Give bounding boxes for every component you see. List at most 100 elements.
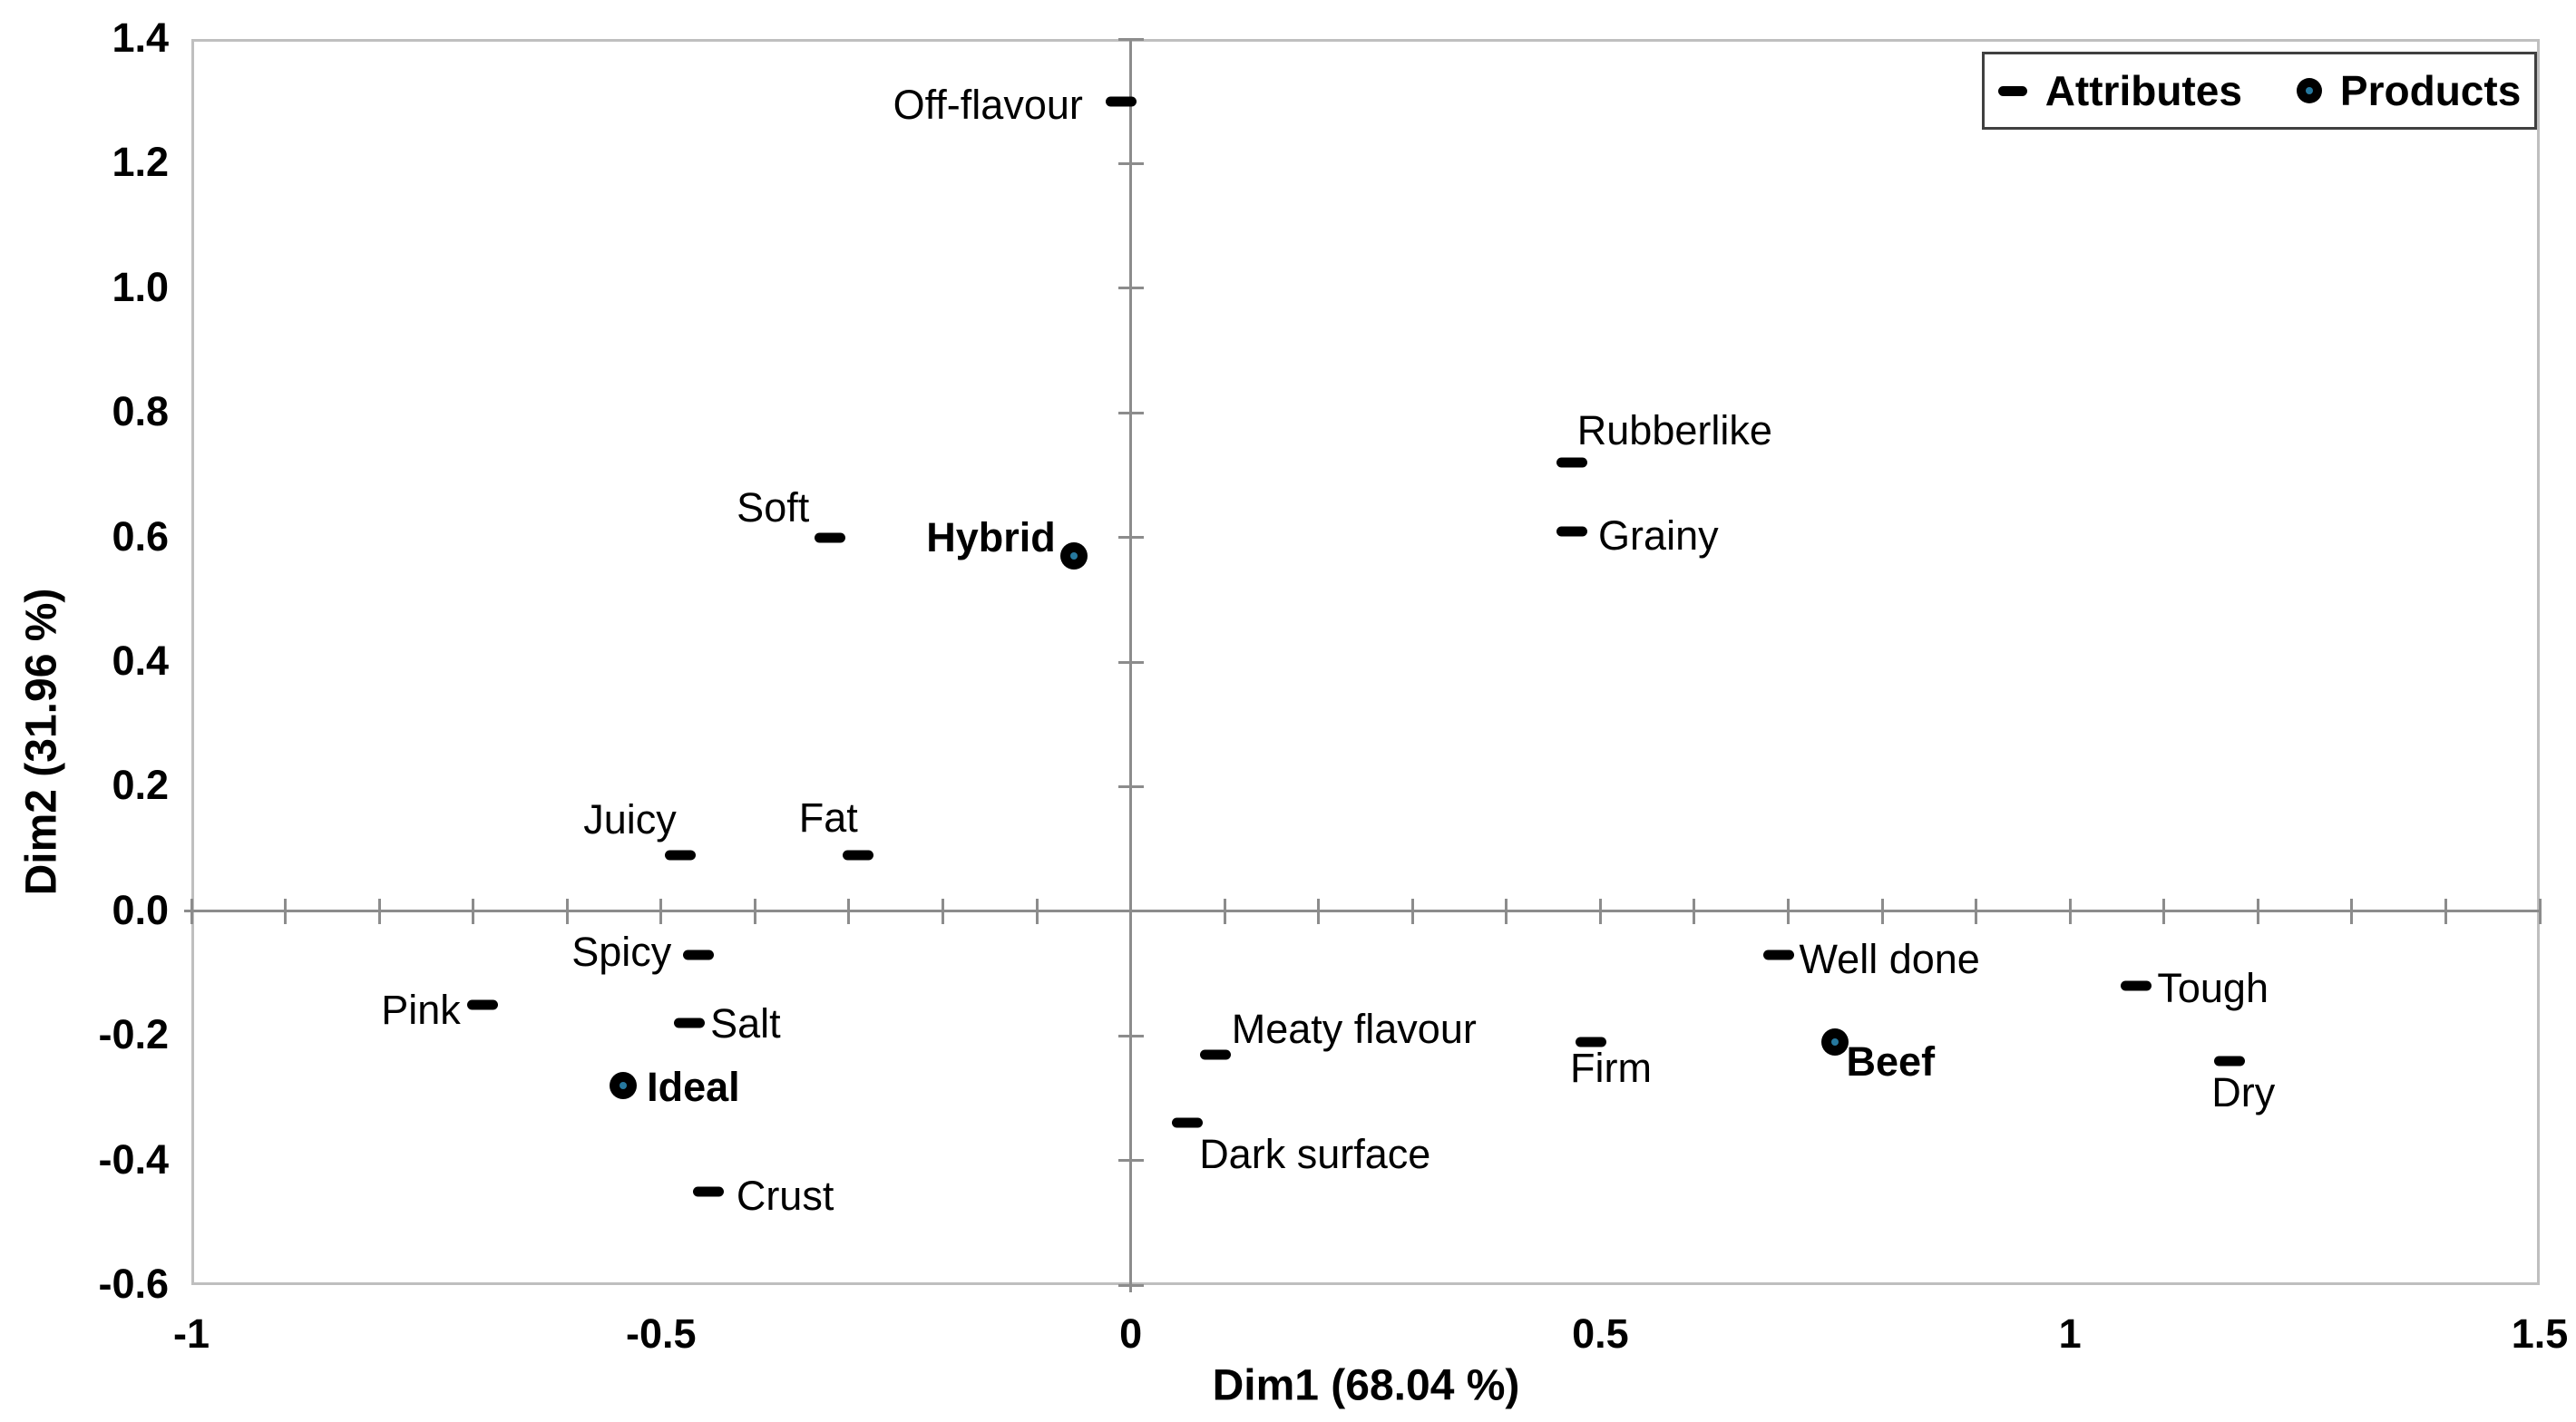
x-minor-tick bbox=[1035, 898, 1039, 924]
data-point-label: Beef bbox=[1846, 1038, 1936, 1086]
data-point-label: Salt bbox=[710, 1000, 781, 1047]
data-point-label: Rubberlike bbox=[1576, 407, 1772, 454]
y-tick-label: 1.4 bbox=[112, 14, 169, 61]
x-minor-tick bbox=[1223, 898, 1226, 924]
data-point-label: Juicy bbox=[583, 795, 677, 842]
x-minor-tick bbox=[753, 898, 756, 924]
data-point-label: Grainy bbox=[1598, 511, 1719, 559]
product-point-marker bbox=[610, 1072, 638, 1100]
data-point-label: Ideal bbox=[647, 1064, 740, 1111]
x-minor-tick bbox=[1505, 898, 1508, 924]
x-minor-tick bbox=[1787, 898, 1791, 924]
x-minor-tick bbox=[1693, 898, 1696, 924]
data-point-label: Hybrid bbox=[926, 514, 1056, 561]
y-axis-title: Dim2 (31.96 %) bbox=[17, 588, 66, 896]
attribute-point-marker bbox=[683, 950, 715, 960]
y-minor-tick bbox=[1117, 1034, 1144, 1037]
y-minor-tick bbox=[1117, 536, 1144, 540]
product-circle-icon bbox=[2296, 78, 2322, 103]
attribute-point-marker bbox=[664, 850, 696, 861]
y-tick-label: 0.6 bbox=[112, 512, 169, 560]
x-tick-label: 1.5 bbox=[2511, 1310, 2569, 1357]
x-minor-tick bbox=[2350, 898, 2354, 924]
legend-item-products: Products bbox=[2296, 66, 2522, 115]
y-minor-tick bbox=[1117, 411, 1144, 414]
attribute-point-marker bbox=[1199, 1049, 1231, 1060]
legend-label-products: Products bbox=[2339, 67, 2522, 114]
x-minor-tick bbox=[190, 898, 193, 924]
x-minor-tick bbox=[472, 898, 475, 924]
x-axis-title: Dim1 (68.04 %) bbox=[1212, 1361, 1520, 1410]
x-minor-tick bbox=[2068, 898, 2072, 924]
attribute-point-marker bbox=[843, 850, 874, 861]
y-minor-tick bbox=[1117, 660, 1144, 664]
attribute-point-marker bbox=[2214, 1056, 2246, 1066]
y-tick-label: 0.4 bbox=[112, 637, 169, 684]
legend: Attributes Products bbox=[1982, 52, 2537, 130]
y-tick-label: -0.4 bbox=[98, 1135, 169, 1183]
y-minor-tick bbox=[1117, 37, 1144, 41]
data-point-label: Dark surface bbox=[1199, 1131, 1431, 1178]
x-minor-tick bbox=[1598, 898, 1602, 924]
x-minor-tick bbox=[941, 898, 944, 924]
legend-label-attributes: Attributes bbox=[2044, 67, 2242, 114]
data-point-label: Firm bbox=[1570, 1045, 1653, 1092]
x-minor-tick bbox=[1317, 898, 1321, 924]
attribute-point-marker bbox=[1576, 1037, 1607, 1047]
x-minor-tick bbox=[2444, 898, 2447, 924]
y-tick-label: -0.6 bbox=[98, 1260, 169, 1307]
x-minor-tick bbox=[377, 898, 381, 924]
y-tick-label: -0.2 bbox=[98, 1011, 169, 1058]
x-minor-tick bbox=[659, 898, 663, 924]
data-point-label: Soft bbox=[737, 483, 810, 531]
x-minor-tick bbox=[284, 898, 288, 924]
attribute-point-marker bbox=[1556, 526, 1588, 537]
attribute-point-marker bbox=[815, 532, 846, 543]
y-tick-label: 0.2 bbox=[112, 762, 169, 809]
x-minor-tick bbox=[565, 898, 569, 924]
legend-item-attributes: Attributes bbox=[1997, 66, 2242, 115]
x-minor-tick bbox=[847, 898, 851, 924]
x-minor-tick bbox=[1410, 898, 1414, 924]
data-point-label: Spicy bbox=[571, 928, 672, 975]
plot-area-border bbox=[191, 39, 2540, 1285]
attribute-point-marker bbox=[2120, 980, 2152, 991]
attribute-point-marker bbox=[467, 999, 499, 1010]
y-zero-axis-line bbox=[1129, 39, 1133, 1292]
attribute-point-marker bbox=[1106, 96, 1137, 107]
y-minor-tick bbox=[1117, 784, 1144, 788]
attribute-dash-icon bbox=[1997, 85, 2027, 96]
x-minor-tick bbox=[2162, 898, 2166, 924]
x-tick-label: 0 bbox=[1119, 1310, 1143, 1357]
data-point-label: Fat bbox=[798, 794, 858, 841]
y-minor-tick bbox=[1117, 161, 1144, 165]
attribute-point-marker bbox=[692, 1186, 724, 1197]
attribute-point-marker bbox=[673, 1018, 705, 1028]
data-point-label: Pink bbox=[381, 986, 461, 1033]
attribute-point-marker bbox=[1763, 950, 1795, 960]
x-tick-label: -0.5 bbox=[626, 1310, 697, 1357]
data-point-label: Dry bbox=[2211, 1068, 2276, 1115]
y-tick-label: 1.2 bbox=[112, 139, 169, 186]
x-minor-tick bbox=[1975, 898, 1978, 924]
data-point-label: Meaty flavour bbox=[1231, 1005, 1477, 1052]
x-minor-tick bbox=[1880, 898, 1884, 924]
x-minor-tick bbox=[2538, 898, 2542, 924]
x-tick-label: 0.5 bbox=[1572, 1310, 1629, 1357]
attribute-point-marker bbox=[1556, 457, 1588, 468]
x-tick-label: 1 bbox=[2058, 1310, 2082, 1357]
y-minor-tick bbox=[1117, 287, 1144, 290]
data-point-label: Off-flavour bbox=[893, 81, 1083, 128]
product-point-marker bbox=[1821, 1028, 1849, 1057]
y-minor-tick bbox=[1117, 1159, 1144, 1163]
data-point-label: Crust bbox=[736, 1172, 834, 1219]
y-tick-label: 1.0 bbox=[112, 263, 169, 310]
y-tick-label: 0.8 bbox=[112, 388, 169, 435]
y-minor-tick bbox=[1117, 1283, 1144, 1287]
x-zero-axis-line bbox=[184, 910, 2540, 913]
data-point-label: Well done bbox=[1799, 935, 1980, 982]
attribute-point-marker bbox=[1171, 1117, 1203, 1128]
